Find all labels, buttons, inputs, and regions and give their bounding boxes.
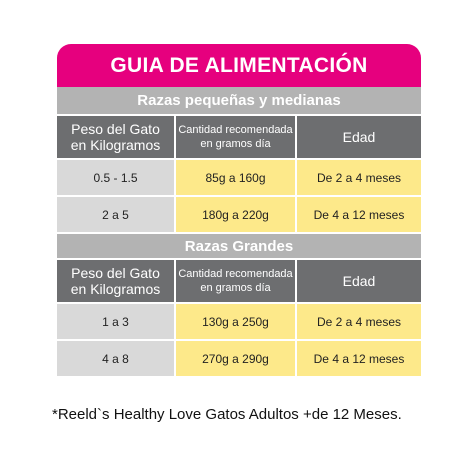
age-cell: De 2 a 4 meses [297, 304, 421, 341]
header-amount: Cantidad recomendada en gramos día [176, 260, 297, 304]
age-cell: De 4 a 12 meses [297, 341, 421, 378]
amount-cell: 180g a 220g [176, 197, 297, 234]
header-age: Edad [297, 116, 421, 160]
header-weight: Peso del Gato en Kilogramos [57, 260, 176, 304]
weight-cell: 2 a 5 [57, 197, 176, 234]
feeding-guide-table: GUIA DE ALIMENTACIÓN Razas pequeñas y me… [57, 44, 421, 378]
amount-cell: 130g a 250g [176, 304, 297, 341]
weight-cell: 1 a 3 [57, 304, 176, 341]
weight-cell: 0.5 - 1.5 [57, 160, 176, 197]
table-row: 2 a 5 180g a 220g De 4 a 12 meses [57, 197, 421, 234]
table-row: 1 a 3 130g a 250g De 2 a 4 meses [57, 304, 421, 341]
header-weight: Peso del Gato en Kilogramos [57, 116, 176, 160]
footnote: *Reeld`s Healthy Love Gatos Adultos +de … [52, 406, 402, 423]
guide-title: GUIA DE ALIMENTACIÓN [57, 44, 421, 87]
weight-cell: 4 a 8 [57, 341, 176, 378]
age-cell: De 2 a 4 meses [297, 160, 421, 197]
table-header-row: Peso del Gato en Kilogramos Cantidad reco… [57, 116, 421, 160]
section-title-large: Razas Grandes [57, 234, 421, 260]
section-title-small-medium: Razas pequeñas y medianas [57, 87, 421, 116]
table-row: 4 a 8 270g a 290g De 4 a 12 meses [57, 341, 421, 378]
header-amount: Cantidad recomendada en gramos día [176, 116, 297, 160]
table-header-row: Peso del Gato en Kilogramos Cantidad reco… [57, 260, 421, 304]
table-row: 0.5 - 1.5 85g a 160g De 2 a 4 meses [57, 160, 421, 197]
header-age: Edad [297, 260, 421, 304]
amount-cell: 85g a 160g [176, 160, 297, 197]
age-cell: De 4 a 12 meses [297, 197, 421, 234]
amount-cell: 270g a 290g [176, 341, 297, 378]
